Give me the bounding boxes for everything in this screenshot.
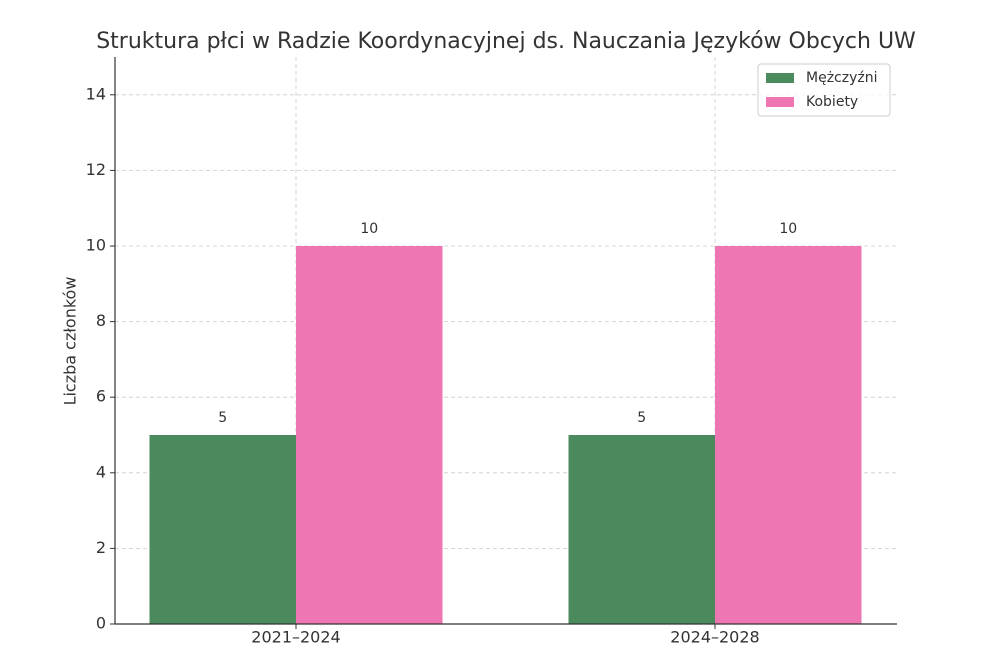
legend-swatch [766,97,794,107]
y-tick-label: 14 [86,84,106,103]
data-label: 10 [779,221,797,237]
y-axis-label: Liczba członków [61,277,80,406]
bar [149,435,296,624]
y-tick-label: 2 [96,538,106,557]
data-label: 5 [637,410,646,426]
x-tick-label: 2021–2024 [251,628,340,647]
y-tick-label: 0 [96,614,106,633]
bar [296,246,443,624]
y-tick-label: 8 [96,311,106,330]
data-label: 10 [360,221,378,237]
y-tick-label: 12 [86,160,106,179]
y-tick-label: 10 [86,236,106,255]
chart-title: Struktura płci w Radzie Koordynacyjnej d… [96,29,916,54]
data-label: 5 [218,410,227,426]
y-tick-label: 4 [96,462,106,481]
legend-label: Kobiety [806,94,858,110]
bar [568,435,715,624]
x-tick-label: 2024–2028 [670,628,759,647]
legend-swatch [766,73,794,83]
legend-label: Mężczyźni [806,70,877,86]
bar [715,246,862,624]
y-tick-label: 6 [96,387,106,406]
